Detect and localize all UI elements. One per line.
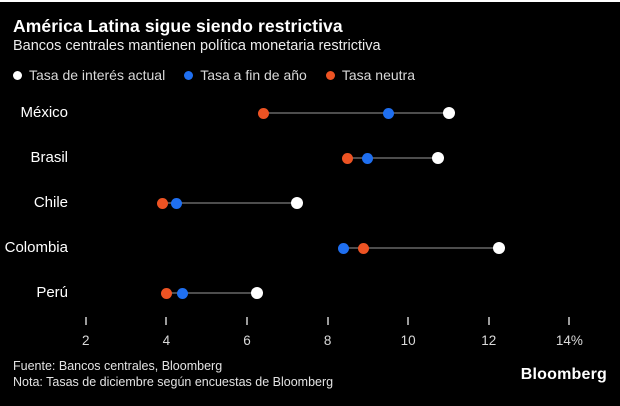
- data-point-fin-de-ano: [170, 197, 182, 209]
- range-connector-line: [162, 202, 298, 204]
- x-axis-tick-label: 12: [481, 333, 497, 348]
- row-label: Colombia: [4, 239, 68, 256]
- data-point-neutra: [257, 107, 269, 119]
- chart-subtitle: Bancos centrales mantienen política mone…: [13, 38, 381, 54]
- x-axis-tick-mark: [165, 317, 168, 325]
- data-point-actual: [492, 242, 505, 254]
- data-point-neutra: [358, 242, 370, 254]
- data-point-neutra: [342, 152, 354, 164]
- x-axis-tick-label: 2: [82, 333, 90, 348]
- x-axis-tick-label: 6: [243, 333, 251, 348]
- data-point-fin-de-ano: [382, 107, 394, 119]
- source-note: Fuente: Bancos centrales, Bloomberg: [13, 359, 223, 373]
- x-axis-tick-mark: [568, 317, 571, 325]
- x-axis-tick-mark: [246, 317, 248, 325]
- legend-item: Tasa a fin de año: [184, 67, 307, 83]
- x-axis-tick-mark: [84, 317, 87, 325]
- data-point-actual: [432, 152, 445, 164]
- x-axis-tick-mark: [326, 317, 329, 325]
- legend-label: Tasa neutra: [341, 67, 416, 83]
- data-point-fin-de-ano: [362, 152, 374, 164]
- x-axis-tick-label: 10: [400, 333, 416, 348]
- x-axis-tick-mark: [407, 317, 410, 325]
- row-label: Chile: [33, 194, 68, 211]
- legend: Tasa de interés actual Tasa a fin de año T…: [13, 67, 415, 83]
- data-point-actual: [442, 107, 455, 119]
- row-label: Brasil: [30, 149, 68, 166]
- x-axis-tick-label: 14%: [555, 333, 583, 348]
- legend-item: Tasa de interés actual: [13, 67, 165, 83]
- data-point-actual: [291, 197, 304, 209]
- row-label: México: [20, 104, 68, 121]
- range-connector-line: [347, 157, 439, 159]
- row-label: Perú: [36, 284, 68, 301]
- data-point-fin-de-ano: [338, 242, 350, 254]
- legend-label: Tasa a fin de año: [200, 67, 307, 83]
- legend-dot-icon: [325, 70, 335, 80]
- data-point-actual: [251, 287, 264, 299]
- x-axis-tick-mark: [487, 317, 490, 325]
- range-connector-line: [263, 112, 449, 114]
- legend-item: Tasa neutra: [325, 67, 416, 83]
- x-axis-tick-label: 4: [162, 333, 171, 348]
- x-axis-tick-label: 8: [323, 333, 332, 348]
- data-point-neutra: [156, 197, 168, 209]
- footnote: Nota: Tasas de diciembre según encuestas…: [13, 375, 334, 389]
- legend-label: Tasa de interés actual: [29, 67, 166, 83]
- legend-dot-icon: [184, 70, 194, 80]
- top-border: [0, 0, 620, 2]
- legend-dot-icon: [13, 70, 22, 80]
- range-connector-line: [166, 292, 258, 294]
- range-connector-line: [343, 247, 499, 249]
- data-point-neutra: [160, 287, 172, 299]
- chart-title: América Latina sigue siendo restrictiva: [13, 16, 343, 36]
- data-point-fin-de-ano: [177, 287, 189, 299]
- bloomberg-logo: Bloomberg: [520, 366, 607, 383]
